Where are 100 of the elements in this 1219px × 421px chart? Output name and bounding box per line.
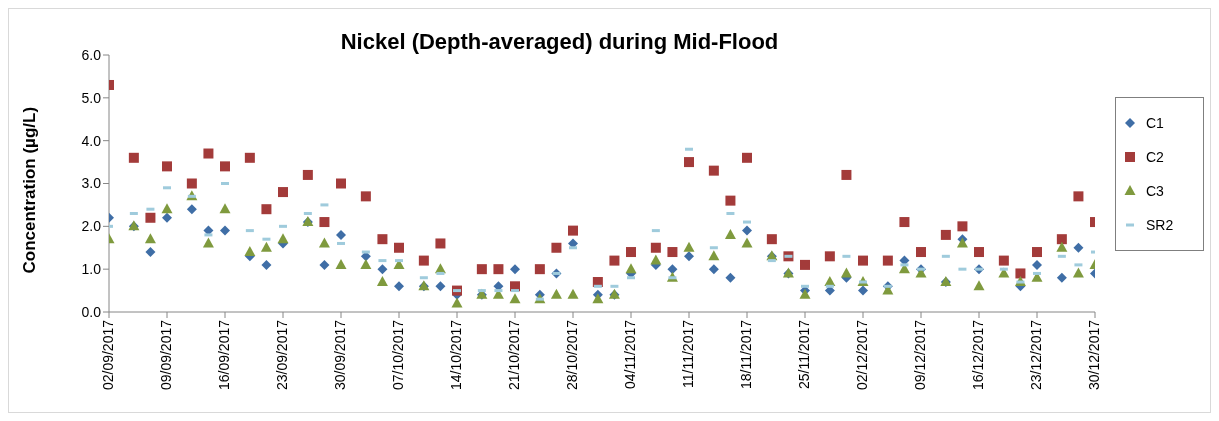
- y-tick-label: 1.0: [81, 261, 102, 278]
- point: [725, 195, 736, 206]
- point: [493, 264, 504, 275]
- point: [940, 229, 951, 240]
- x-tick-label: 09/09/2017: [157, 319, 174, 391]
- x-tick-label: 02/12/2017: [853, 319, 870, 391]
- y-axis-title: Concentration (µg/L): [20, 106, 40, 274]
- point: [667, 264, 678, 275]
- point: [162, 212, 172, 223]
- point: [394, 281, 404, 292]
- point: [592, 293, 604, 304]
- point: [203, 148, 214, 159]
- point: [1056, 241, 1068, 252]
- point: [708, 264, 719, 275]
- point: [916, 247, 926, 258]
- x-tick-label: 14/10/2017: [447, 319, 464, 391]
- point: [145, 212, 156, 223]
- point: [684, 157, 694, 168]
- point: [684, 251, 694, 262]
- legend-label: C3: [1146, 183, 1164, 199]
- point: [898, 263, 910, 274]
- point: [186, 204, 197, 215]
- point: [650, 254, 662, 265]
- point: [510, 264, 520, 275]
- point: [260, 241, 272, 252]
- point: [667, 247, 678, 258]
- legend-label: SR2: [1146, 217, 1174, 233]
- point: [435, 238, 446, 249]
- point: [625, 263, 637, 274]
- point: [609, 255, 620, 266]
- point: [957, 221, 968, 232]
- point: [335, 258, 347, 269]
- point: [302, 169, 313, 180]
- point: [1032, 259, 1042, 270]
- point: [220, 161, 230, 172]
- point: [220, 225, 230, 236]
- point: [766, 234, 777, 245]
- point: [650, 242, 661, 253]
- point: [973, 280, 985, 291]
- x-tick-label: 09/12/2017: [911, 319, 928, 391]
- point: [1072, 267, 1084, 278]
- chart-title: Nickel (Depth-averaged) during Mid-Flood: [340, 29, 779, 54]
- point: [858, 285, 868, 296]
- point: [261, 204, 272, 215]
- x-tick-label: 30/09/2017: [331, 319, 348, 391]
- point: [476, 264, 487, 275]
- point: [144, 233, 156, 244]
- point: [318, 237, 330, 248]
- point: [742, 225, 752, 236]
- point: [1073, 191, 1084, 202]
- point: [882, 255, 893, 266]
- point: [451, 297, 463, 308]
- point: [377, 264, 388, 275]
- y-tick-label: 5.0: [81, 89, 102, 106]
- point: [261, 259, 272, 270]
- point: [1073, 242, 1084, 253]
- x-tick-label: 11/11/2017: [679, 319, 696, 388]
- point: [1056, 272, 1067, 283]
- point: [360, 191, 371, 202]
- point: [858, 255, 868, 266]
- point: [568, 225, 578, 236]
- point: [683, 241, 695, 252]
- point: [742, 152, 752, 163]
- x-tick-label: 23/12/2017: [1027, 319, 1044, 391]
- point: [202, 237, 214, 248]
- point: [840, 267, 852, 278]
- point: [534, 264, 545, 275]
- x-tick-label: 04/11/2017: [621, 319, 638, 390]
- point: [1056, 234, 1067, 245]
- point: [377, 234, 388, 245]
- point: [551, 242, 562, 253]
- point: [244, 246, 256, 257]
- y-tick-label: 3.0: [81, 175, 102, 192]
- point: [1015, 268, 1026, 279]
- point: [998, 255, 1009, 266]
- y-tick-label: 6.0: [81, 46, 102, 63]
- legend-label: C2: [1146, 149, 1164, 165]
- point: [319, 259, 330, 270]
- point: [376, 276, 388, 287]
- x-tick-label: 30/12/2017: [1085, 319, 1102, 391]
- point: [708, 165, 719, 176]
- y-tick-label: 4.0: [81, 132, 102, 149]
- point: [162, 161, 172, 172]
- point: [219, 203, 231, 214]
- point: [336, 229, 346, 240]
- x-tick-label: 28/10/2017: [563, 319, 580, 391]
- point: [277, 233, 289, 244]
- point: [145, 247, 156, 258]
- x-tick-label: 18/11/2017: [737, 319, 754, 390]
- point: [319, 217, 330, 228]
- y-tick-label: 0.0: [81, 303, 102, 320]
- point: [824, 251, 835, 262]
- point: [724, 228, 736, 239]
- x-tick-label: 07/10/2017: [389, 319, 406, 391]
- point: [161, 203, 173, 214]
- y-tick-label: 2.0: [81, 218, 102, 235]
- point: [336, 178, 346, 189]
- point: [626, 247, 636, 258]
- point: [550, 288, 562, 299]
- x-tick-label: 16/12/2017: [969, 319, 986, 391]
